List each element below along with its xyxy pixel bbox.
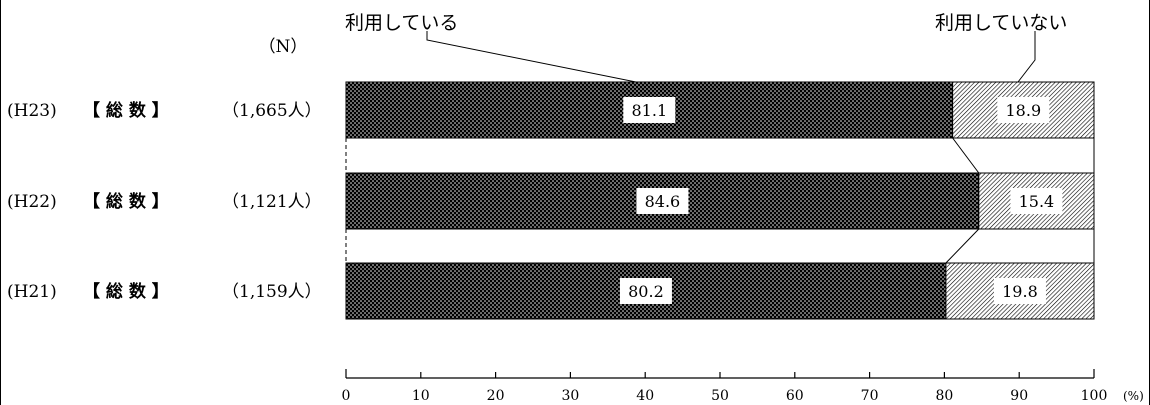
data-label-box-unused-1 xyxy=(1010,188,1063,214)
connector-split-1 xyxy=(945,228,980,264)
legend-unused-leader xyxy=(1017,31,1036,83)
bar-group xyxy=(345,81,1095,320)
x-tick-label-0: 0 xyxy=(342,388,351,404)
data-label-box-used-1 xyxy=(636,188,689,214)
connector-split-0 xyxy=(952,137,980,174)
x-tick-label-1: 10 xyxy=(412,388,430,404)
x-tick-label-7: 70 xyxy=(861,388,879,404)
x-tick-label-2: 20 xyxy=(487,388,505,404)
n-header: （N） xyxy=(259,37,308,57)
row-n-2: （1,159人） xyxy=(222,282,322,302)
x-tick-label-9: 90 xyxy=(1010,388,1028,404)
data-label-used-2: 80.2 xyxy=(628,282,664,301)
row-year-2: (H21) xyxy=(7,282,57,302)
legend-used: 利用している xyxy=(345,12,458,34)
row-n-0: （1,665人） xyxy=(222,101,322,121)
unit-label: (%) xyxy=(1123,389,1144,403)
x-tick-label-8: 80 xyxy=(935,388,953,404)
legend-used-leader xyxy=(426,31,637,83)
row-group-2: 【 総 数 】 xyxy=(83,281,169,302)
row-label-group: (H23) 【 総 数 】 （1,665人） (H22) 【 総 数 】 （1,121人）… xyxy=(7,100,322,302)
row-year-0: (H23) xyxy=(7,101,57,121)
data-label-unused-1: 15.4 xyxy=(1019,192,1055,211)
data-label-used-1: 84.6 xyxy=(645,192,681,211)
data-label-used-0: 81.1 xyxy=(632,101,668,120)
row-group-1: 【 総 数 】 xyxy=(83,191,169,212)
x-axis: 0 10 20 30 40 50 60 70 80 90 100 xyxy=(342,369,1108,404)
x-tick-label-4: 40 xyxy=(636,388,654,404)
x-tick-label-10: 100 xyxy=(1081,388,1108,404)
row-year-1: (H22) xyxy=(7,192,57,212)
data-label-box-used-2 xyxy=(619,278,672,304)
data-label-unused-2: 19.8 xyxy=(1002,282,1038,301)
legend-callouts: 利用している 利用していない xyxy=(345,12,1067,83)
data-label-box-unused-0 xyxy=(997,97,1050,123)
row-group-0: 【 総 数 】 xyxy=(83,100,169,121)
legend-unused: 利用していない xyxy=(935,12,1067,34)
row-n-1: （1,121人） xyxy=(222,192,322,212)
data-label-unused-0: 18.9 xyxy=(1006,101,1042,120)
data-label-group: 81.1 18.9 84.6 15.4 80.2 19.8 xyxy=(619,97,1063,304)
connector-lines xyxy=(345,137,1095,264)
x-tick-label-3: 30 xyxy=(561,388,579,404)
data-label-box-unused-2 xyxy=(993,278,1046,304)
x-tick-label-5: 50 xyxy=(711,388,729,404)
x-tick-label-6: 60 xyxy=(786,388,804,404)
data-label-box-used-0 xyxy=(623,97,676,123)
